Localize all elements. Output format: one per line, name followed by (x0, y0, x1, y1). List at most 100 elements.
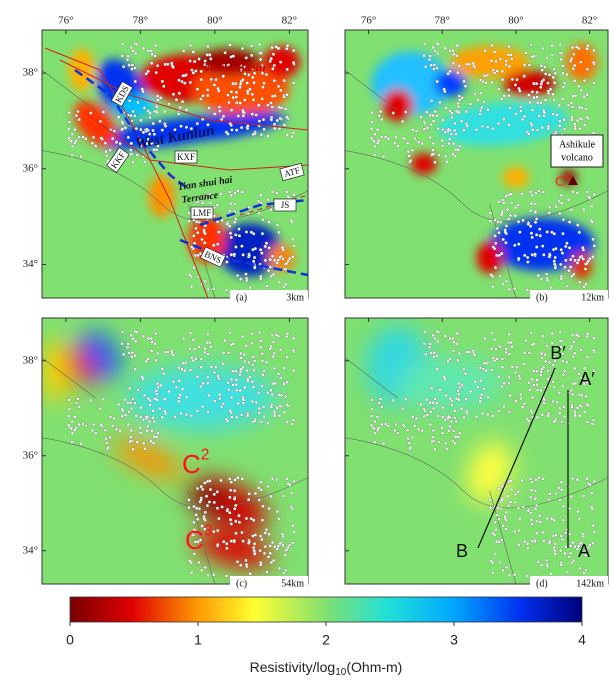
station (240, 477, 244, 481)
station (510, 57, 514, 61)
station (291, 348, 296, 353)
station (199, 198, 203, 202)
station (99, 423, 103, 427)
station (182, 337, 186, 341)
station (591, 541, 595, 545)
station (291, 541, 295, 545)
station (256, 486, 261, 490)
station (510, 365, 515, 369)
station (543, 359, 548, 364)
panel-label: (b) (536, 292, 548, 303)
station (188, 59, 192, 63)
station (561, 85, 566, 89)
station (235, 273, 240, 278)
station (553, 542, 557, 546)
station (285, 402, 289, 407)
station (582, 95, 586, 99)
station (270, 476, 275, 481)
station (486, 108, 490, 112)
station (270, 333, 274, 338)
station (491, 414, 495, 418)
station (491, 356, 495, 360)
station (425, 110, 429, 114)
station (201, 487, 205, 492)
station (282, 382, 286, 386)
station (208, 201, 213, 205)
station (74, 401, 79, 405)
station (272, 79, 276, 83)
anomaly (489, 217, 595, 272)
station (131, 49, 135, 53)
station (241, 253, 245, 257)
station (239, 563, 243, 567)
station (81, 422, 85, 426)
station (533, 538, 537, 543)
station (573, 414, 577, 418)
station (553, 552, 558, 556)
station (77, 405, 81, 409)
station (445, 160, 449, 164)
station (199, 498, 203, 502)
station (573, 544, 577, 549)
station (584, 394, 588, 399)
station (373, 144, 377, 148)
station (276, 334, 281, 338)
station (136, 388, 140, 392)
station (422, 54, 426, 58)
station (571, 382, 575, 386)
station (486, 125, 490, 129)
station (139, 415, 143, 419)
station (181, 74, 185, 78)
station (443, 154, 448, 158)
station (528, 100, 532, 105)
station (517, 543, 521, 547)
station (513, 83, 518, 87)
station (134, 42, 139, 46)
station (451, 349, 456, 353)
station (290, 422, 294, 426)
station (429, 63, 433, 67)
station (488, 211, 493, 215)
station (559, 51, 564, 55)
station (245, 369, 249, 373)
station (251, 355, 256, 359)
map-content (42, 30, 308, 298)
station (191, 338, 195, 342)
station (491, 126, 495, 131)
station (584, 282, 588, 286)
station (212, 243, 216, 247)
station (569, 551, 573, 555)
station (275, 478, 279, 482)
station (448, 69, 452, 73)
station (112, 129, 116, 133)
station (263, 244, 267, 249)
station (575, 191, 579, 195)
station (281, 543, 285, 547)
station (543, 353, 547, 357)
station (491, 571, 495, 575)
station (144, 72, 148, 76)
station (460, 96, 464, 100)
station (533, 489, 538, 493)
station (270, 382, 275, 386)
station (163, 350, 167, 354)
station (219, 478, 223, 483)
station (250, 92, 255, 96)
station (259, 133, 264, 137)
station (70, 153, 74, 157)
station (561, 218, 566, 222)
station (260, 232, 265, 236)
station (592, 479, 596, 484)
station (278, 255, 282, 259)
station (433, 337, 437, 341)
station (264, 241, 269, 245)
station (275, 547, 279, 551)
station (557, 486, 561, 490)
station (496, 220, 500, 224)
station (572, 340, 576, 344)
station (267, 532, 271, 536)
station (268, 265, 272, 269)
station (507, 332, 511, 336)
station (567, 246, 572, 250)
station (456, 358, 460, 362)
